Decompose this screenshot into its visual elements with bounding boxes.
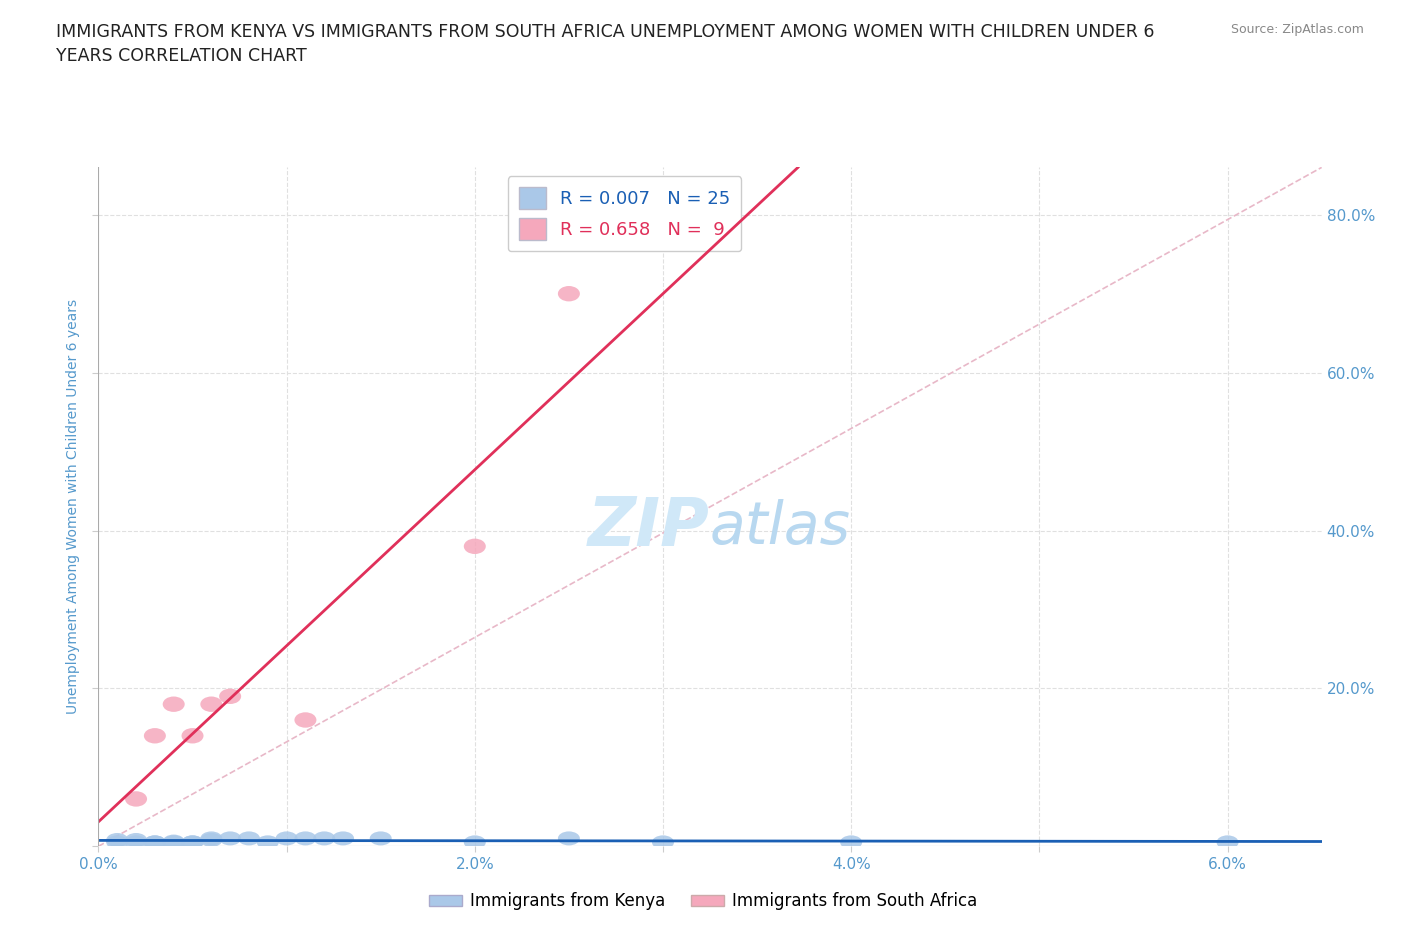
Ellipse shape — [294, 712, 316, 727]
Ellipse shape — [163, 834, 184, 848]
Legend: Immigrants from Kenya, Immigrants from South Africa: Immigrants from Kenya, Immigrants from S… — [422, 885, 984, 917]
Text: ZIP: ZIP — [588, 494, 710, 560]
Ellipse shape — [219, 831, 242, 845]
Ellipse shape — [125, 791, 148, 806]
Ellipse shape — [143, 728, 166, 743]
Ellipse shape — [143, 835, 166, 849]
Ellipse shape — [143, 835, 166, 849]
Ellipse shape — [276, 831, 298, 845]
Ellipse shape — [181, 835, 204, 849]
Ellipse shape — [125, 833, 148, 847]
Ellipse shape — [200, 831, 222, 845]
Text: atlas: atlas — [710, 498, 851, 556]
Legend: R = 0.007   N = 25, R = 0.658   N =  9: R = 0.007 N = 25, R = 0.658 N = 9 — [508, 177, 741, 251]
Ellipse shape — [652, 835, 673, 849]
Ellipse shape — [125, 835, 148, 849]
Text: IMMIGRANTS FROM KENYA VS IMMIGRANTS FROM SOUTH AFRICA UNEMPLOYMENT AMONG WOMEN W: IMMIGRANTS FROM KENYA VS IMMIGRANTS FROM… — [56, 23, 1154, 65]
Ellipse shape — [841, 835, 862, 849]
Ellipse shape — [1216, 835, 1239, 849]
Ellipse shape — [181, 835, 204, 849]
Ellipse shape — [464, 835, 486, 849]
Ellipse shape — [314, 831, 335, 845]
Ellipse shape — [464, 538, 486, 554]
Ellipse shape — [257, 835, 278, 849]
Ellipse shape — [181, 728, 204, 743]
Ellipse shape — [107, 835, 128, 849]
Ellipse shape — [558, 286, 579, 301]
Ellipse shape — [294, 831, 316, 845]
Ellipse shape — [558, 831, 579, 845]
Ellipse shape — [238, 831, 260, 845]
Ellipse shape — [370, 831, 392, 845]
Ellipse shape — [200, 833, 222, 847]
Ellipse shape — [163, 697, 184, 711]
Ellipse shape — [200, 697, 222, 711]
Y-axis label: Unemployment Among Women with Children Under 6 years: Unemployment Among Women with Children U… — [66, 299, 80, 714]
Ellipse shape — [163, 835, 184, 849]
Text: Source: ZipAtlas.com: Source: ZipAtlas.com — [1230, 23, 1364, 36]
Ellipse shape — [107, 833, 128, 847]
Ellipse shape — [219, 688, 242, 704]
Ellipse shape — [332, 831, 354, 845]
